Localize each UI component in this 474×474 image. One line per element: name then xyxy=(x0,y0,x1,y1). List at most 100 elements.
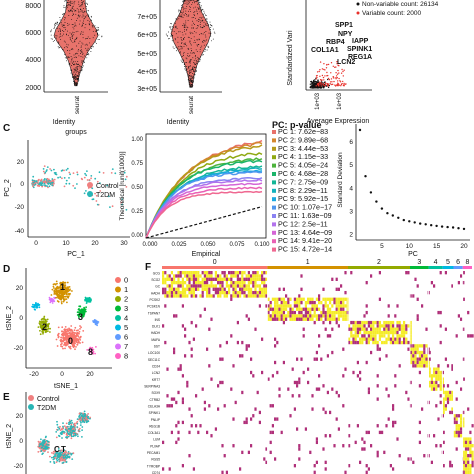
violin-jitter-point xyxy=(186,0,188,2)
heatmap-gene-label: MAFA xyxy=(151,338,161,342)
variable-gene-point xyxy=(318,70,320,73)
heatmap-cell xyxy=(175,287,178,291)
cluster-1-point xyxy=(61,289,63,292)
violin-jitter-point xyxy=(175,46,177,48)
elbow-point-pc-9 xyxy=(402,218,405,222)
heatmap-cell xyxy=(416,314,419,318)
heatmap-cell xyxy=(416,284,419,288)
heatmap-cell xyxy=(247,277,250,281)
heatmap-cell xyxy=(471,460,474,465)
heatmap-cell xyxy=(460,427,463,431)
control-cell-point xyxy=(70,423,73,426)
violin-jitter-point xyxy=(88,23,90,25)
control-cell-point xyxy=(35,181,37,184)
heatmap-cell xyxy=(162,280,165,285)
violin-jitter-point xyxy=(81,60,83,62)
heatmap-cell xyxy=(254,274,257,278)
tsne-ytick-m20: -20 xyxy=(14,345,24,352)
heatmap-cell xyxy=(252,277,255,281)
heatmap-cell xyxy=(376,340,379,345)
violin-jitter-point xyxy=(188,56,190,58)
cluster-8-point xyxy=(95,346,97,348)
t2dm-cell-point xyxy=(44,447,46,450)
violin-jitter-point xyxy=(206,22,208,24)
violin-jitter-point xyxy=(90,19,92,21)
variable-gene-point xyxy=(319,69,321,71)
violin-panel-1: 8000 6000 4000 2000 seurat Identity xyxy=(25,0,108,126)
heatmap-cell xyxy=(376,450,379,455)
heatmap-cell xyxy=(414,344,417,348)
violin-jitter-point xyxy=(63,13,65,15)
heatmap-cell xyxy=(263,290,266,295)
violin-jitter-point xyxy=(80,4,82,6)
heatmap-cell xyxy=(162,287,165,291)
heatmap-cell xyxy=(365,327,368,331)
tsne-xtick-m20: -20 xyxy=(29,371,39,378)
heatmap-gene-label: HADH xyxy=(151,291,161,295)
violin-jitter-point xyxy=(187,48,189,50)
violin-jitter-point xyxy=(72,14,74,15)
heatmap-cell xyxy=(203,407,206,411)
heatmap-cell xyxy=(439,271,442,275)
tsne2-group-points xyxy=(37,410,91,464)
violin-jitter-point xyxy=(73,68,75,70)
cluster-1-point xyxy=(67,293,69,295)
tsne-clusters-panel: 1 0 2 3 8 20 0 -20 -20 0 20 tSNE_1 tSNE_… xyxy=(6,268,128,390)
violin-jitter-point xyxy=(193,14,195,16)
heatmap-cell xyxy=(340,310,343,315)
violin-jitter-point xyxy=(94,34,96,36)
heatmap-cell xyxy=(335,277,338,281)
heatmap-cell xyxy=(464,447,468,451)
heatmap-cell xyxy=(166,367,169,371)
heatmap-cell xyxy=(361,447,364,451)
heatmap-cell xyxy=(315,437,318,441)
heatmap-cell xyxy=(444,357,447,361)
heatmap-cell xyxy=(425,344,428,348)
jackstraw-legend-label-13: PC 13: 4.64e−09 xyxy=(278,228,332,237)
heatmap-cell xyxy=(435,387,438,391)
heatmap-cell xyxy=(219,287,222,291)
heatmap-cell xyxy=(276,340,279,345)
heatmap-cell xyxy=(243,420,246,425)
heatmap-cell xyxy=(239,284,242,288)
control-cell-point xyxy=(72,433,75,436)
heatmap-cell xyxy=(376,330,379,335)
t2dm-cell-point xyxy=(45,170,48,173)
violin-jitter-point xyxy=(189,31,191,33)
violin-jitter-point xyxy=(59,29,61,31)
violin-jitter-point xyxy=(78,16,80,18)
heatmap-cell xyxy=(278,310,281,315)
heatmap-cell xyxy=(184,334,187,338)
heatmap-cell xyxy=(256,294,259,298)
heatmap-cell xyxy=(313,314,316,318)
heatmap-cell xyxy=(394,330,397,335)
heatmap-cell xyxy=(378,327,381,331)
violin-jitter-point xyxy=(71,10,73,12)
violin-jitter-point xyxy=(199,6,201,8)
heatmap-cell xyxy=(298,377,301,381)
jackstraw-legend-swatch-15 xyxy=(272,247,276,252)
heatmap-cell xyxy=(243,277,246,281)
heatmap-cell xyxy=(446,384,450,388)
heatmap-cell xyxy=(162,440,165,445)
violin-jitter-point xyxy=(81,31,82,33)
control-cell-point xyxy=(125,186,128,188)
t2dm-cell-point xyxy=(91,198,94,201)
jackstraw-legend-swatch-3 xyxy=(272,146,276,151)
gene-label-spp1: SPP1 xyxy=(335,22,353,29)
t2dm-cell-point xyxy=(96,203,99,206)
heatmap-cell xyxy=(444,404,447,408)
violin-jitter-point xyxy=(59,31,61,32)
pca-ytick-0: 0 xyxy=(20,181,24,188)
t2dm-cell-point xyxy=(55,173,58,176)
heatmap-cell xyxy=(350,271,353,275)
violin-jitter-point xyxy=(82,67,84,69)
t2dm-cell-point xyxy=(83,192,86,195)
heatmap-cell xyxy=(261,271,264,275)
violin-jitter-point xyxy=(60,36,62,38)
heatmap-cell xyxy=(324,300,327,305)
tsne-ylabel: tSNE_2 xyxy=(6,306,13,330)
cluster-7-point xyxy=(51,300,53,303)
heatmap-gene-label: SST xyxy=(154,345,160,349)
heatmap-cell xyxy=(243,290,246,295)
